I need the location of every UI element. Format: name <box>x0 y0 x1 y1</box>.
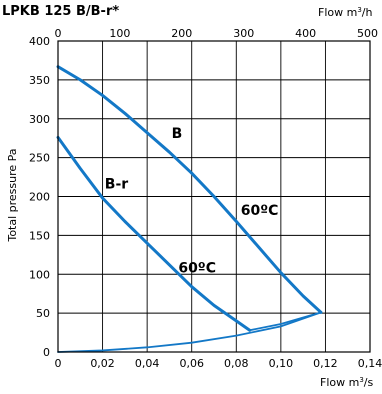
x-tick-label: 0,08 <box>224 357 249 370</box>
x2-tick-label: 0 <box>55 27 62 40</box>
x-tick-label: 0,06 <box>179 357 204 370</box>
y-tick-label: 150 <box>29 229 50 242</box>
y-tick-label: 100 <box>29 268 50 281</box>
y-tick-label: 300 <box>29 113 50 126</box>
system-curve-line-3 <box>248 311 322 332</box>
plot-frame <box>57 40 371 353</box>
x2-axis-label: Flow m3/h <box>318 6 373 19</box>
annotations: B B-r 60ºC 60ºC <box>105 126 279 277</box>
x2-tick-label: 500 <box>357 27 378 40</box>
x-tick-label: 0,12 <box>313 357 338 370</box>
y-tick-label: 0 <box>43 346 50 359</box>
annotation-label: 60ºC <box>178 261 216 277</box>
y-tick-label: 50 <box>36 307 50 320</box>
annotation-label: B-r <box>105 177 128 193</box>
annotation-label: B <box>172 126 183 142</box>
series-group <box>56 65 323 353</box>
x-tick-label: 0,14 <box>358 357 382 370</box>
y-tick-label: 250 <box>29 152 50 165</box>
x-tick-label: 0,10 <box>269 357 294 370</box>
x-axis-label: Flow m3/s <box>320 376 374 389</box>
x2-tick-labels: 0 100 200 300 400 500 <box>55 27 379 40</box>
series-b-r-line <box>56 135 252 332</box>
y-tick-label: 400 <box>29 35 50 48</box>
series-b-line <box>56 65 323 314</box>
y-axis-label: Total pressure Pa <box>6 148 19 242</box>
system-curve-line-2 <box>57 311 322 353</box>
x-tick-label: 0,04 <box>135 357 160 370</box>
annotation-label: 60ºC <box>241 203 279 219</box>
x-tick-label: 0,02 <box>90 357 115 370</box>
y-tick-labels: 0 50 100 150 200 250 300 350 400 <box>29 35 50 359</box>
x-tick-label: 0 <box>55 357 62 370</box>
x2-tick-label: 100 <box>109 27 130 40</box>
x2-tick-label: 400 <box>295 27 316 40</box>
x2-tick-label: 300 <box>233 27 254 40</box>
y-tick-label: 200 <box>29 191 50 204</box>
x-tick-labels: 0 0,02 0,04 0,06 0,08 0,10 0,12 0,14 <box>55 357 382 370</box>
x2-tick-label: 200 <box>171 27 192 40</box>
chart-title: LPKB 125 B/B-r* <box>2 4 119 19</box>
y-tick-label: 350 <box>29 74 50 87</box>
